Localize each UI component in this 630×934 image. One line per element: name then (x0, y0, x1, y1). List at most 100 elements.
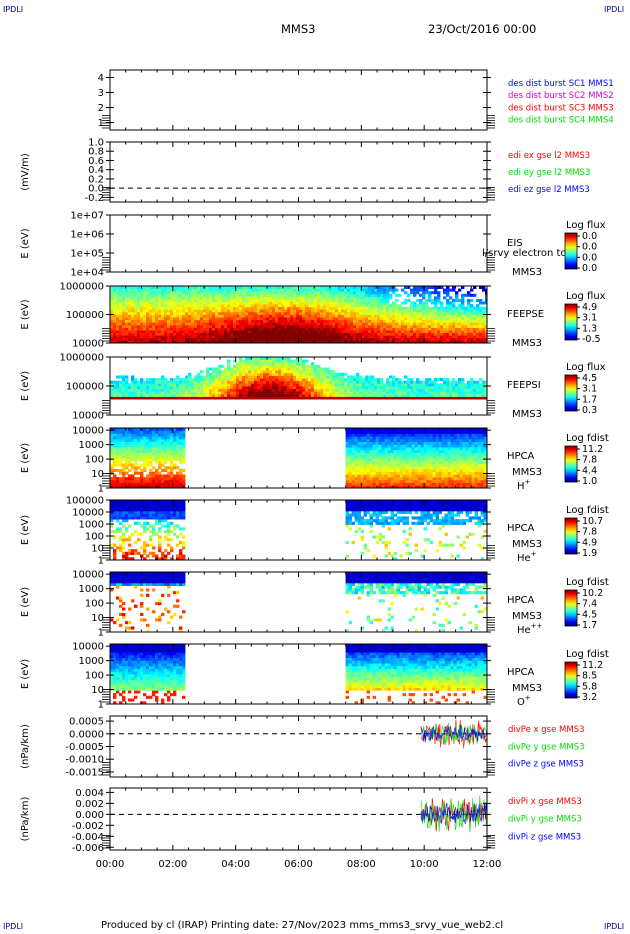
spectrogram-cell (110, 388, 114, 392)
spectrogram-cell (167, 441, 171, 445)
spectrogram-cell (293, 319, 297, 323)
spectrogram-cell (458, 309, 462, 313)
spectrogram-cell (383, 330, 387, 333)
spectrogram-cell (242, 340, 246, 343)
spectrogram-cell (275, 322, 279, 326)
spectrogram-cell (380, 332, 384, 336)
spectrogram-cell (293, 291, 297, 295)
spectrogram-cell (161, 430, 165, 434)
spectrogram-cell (179, 449, 183, 453)
spectrogram-cell (212, 378, 216, 382)
spectrogram-cell (392, 324, 396, 328)
spectrogram-cell (281, 319, 285, 323)
spectrogram-cell (167, 430, 171, 434)
spectrogram-cell (251, 367, 255, 371)
spectrogram-cell (113, 299, 117, 302)
spectrogram-cell (326, 383, 330, 387)
spectrogram-cell (164, 474, 168, 478)
spectrogram-cell (149, 380, 153, 384)
spectrogram-cell (404, 337, 408, 341)
spectrogram-cell (305, 364, 309, 368)
spectrogram-cell (227, 367, 231, 371)
spectrogram-cell (143, 444, 147, 448)
spectrogram-cell (344, 301, 348, 305)
spectrogram-cell (362, 286, 366, 289)
spectrogram-cell (404, 396, 408, 400)
spectrogram-cell (215, 396, 219, 400)
spectrogram-cell (416, 388, 420, 392)
spectrogram-cell (401, 314, 405, 318)
spectrogram-cell (242, 380, 246, 384)
spectrogram-cell (422, 330, 426, 333)
spectrogram-cell (353, 337, 357, 341)
spectrogram-cell (209, 378, 213, 382)
spectrogram-cell (329, 311, 333, 315)
spectrogram-cell (113, 441, 117, 445)
spectrogram-cell (230, 293, 234, 297)
spectrogram-cell (284, 314, 288, 318)
spectrogram-cell (257, 314, 261, 318)
spectrogram-cell (182, 309, 186, 313)
spectrogram-cell (380, 386, 384, 389)
spectrogram-cell (194, 304, 198, 308)
spectrogram-cell (227, 299, 231, 302)
spectrogram-cell (110, 449, 114, 453)
spectrogram-cell (167, 433, 171, 437)
y-axis-label: (mV/m) (20, 153, 31, 191)
spectrogram-cell (221, 299, 225, 302)
spectrogram-cell (353, 288, 357, 292)
spectrogram-cell (356, 378, 360, 382)
spectrogram-cell (179, 314, 183, 318)
spectrogram-cell (428, 314, 432, 318)
spectrogram-cell (374, 322, 378, 326)
spectrogram-cell (410, 301, 414, 305)
spectrogram-cell (449, 296, 453, 300)
spectrogram-cell (230, 332, 234, 336)
spectrogram-cell (149, 485, 153, 488)
spectrogram-cell (182, 386, 186, 389)
spectrogram-cell (335, 324, 339, 328)
spectrogram-cell (161, 485, 165, 488)
spectrogram-cell (200, 314, 204, 318)
spectrogram-cell (332, 317, 336, 321)
spectrogram-cell (197, 332, 201, 336)
spectrogram-cell (164, 458, 168, 462)
spectrogram-cell (299, 380, 303, 384)
colorbar-tick-label: 0.0 (582, 252, 597, 263)
spectrogram-cell (299, 309, 303, 313)
spectrogram-cell (149, 428, 153, 432)
spectrogram-cell (275, 391, 279, 395)
spectrogram-cell (182, 468, 186, 472)
spectrogram-cell (377, 293, 381, 297)
spectrogram-cell (116, 441, 120, 445)
spectrogram-cell (281, 293, 285, 297)
spectrogram-cell (395, 311, 399, 315)
spectrogram-cell (257, 396, 261, 400)
spectrogram-cell (416, 332, 420, 336)
spectrogram-cell (383, 340, 387, 343)
spectrogram-cell (278, 299, 282, 302)
spectrogram-cell (354, 447, 358, 451)
spectrogram-cell (176, 306, 180, 310)
spectrogram-cell (314, 311, 318, 315)
spectrogram-cell (278, 324, 282, 328)
spectrogram-cell (134, 430, 138, 434)
spectrogram-cell (302, 332, 306, 336)
spectrogram-cell (383, 337, 387, 341)
spectrogram-cell (428, 378, 432, 382)
spectrogram-cell (161, 309, 165, 313)
spectrogram-cell (332, 299, 336, 302)
spectrogram-cell (413, 324, 417, 328)
spectrogram-cell (239, 337, 243, 341)
spectrogram-cell (314, 396, 318, 400)
spectrogram-cell (386, 330, 390, 333)
spectrogram-cell (348, 482, 352, 486)
spectrogram-cell (320, 306, 324, 310)
spectrogram-cell (311, 304, 315, 308)
spectrogram-cell (239, 386, 243, 389)
spectrogram-cell (353, 314, 357, 318)
spectrogram-cell (272, 319, 276, 323)
spectrogram-cell (437, 335, 441, 339)
spectrogram-cell (119, 322, 123, 326)
spectrogram-cell (449, 340, 453, 343)
